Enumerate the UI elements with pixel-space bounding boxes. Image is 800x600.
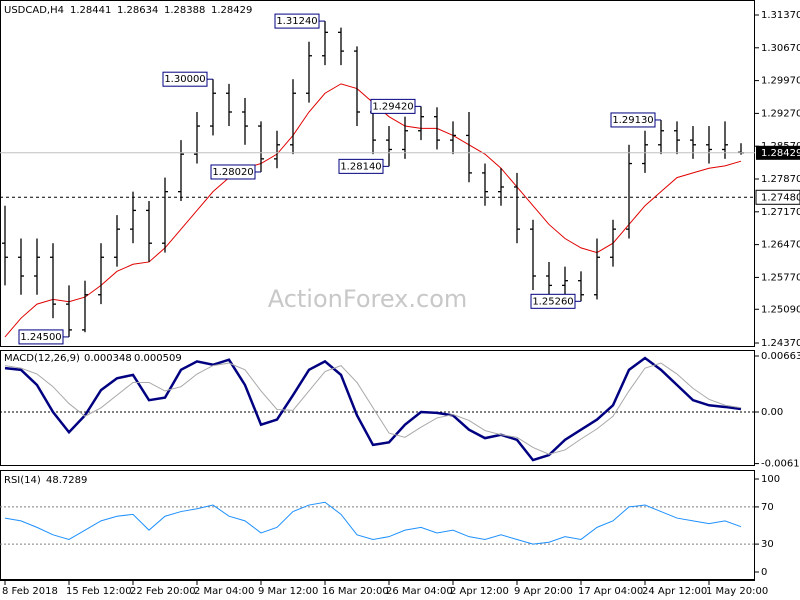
- x-tick-label: 15 Feb 12:00: [66, 586, 132, 597]
- x-tick-label: 16 Mar 20:00: [322, 586, 389, 597]
- annotation-label: 1.24500: [20, 332, 61, 343]
- annotation-box: [162, 71, 208, 87]
- annotation-box: [530, 293, 576, 309]
- level-label: 1.27480: [761, 192, 800, 203]
- y-tick-label: 1.25090: [761, 304, 800, 315]
- annotation-box: [274, 13, 320, 29]
- x-tick-label: 8 Feb 2018: [2, 586, 58, 597]
- header-value: 1.28388: [164, 5, 205, 16]
- annotation-label: 1.29130: [612, 115, 653, 126]
- y-tick-label: 1.30670: [761, 43, 800, 54]
- current-price-label: 1.28429: [761, 148, 800, 159]
- header-value: 1.28441: [70, 5, 111, 16]
- x-tick-label: 22 Feb 20:00: [130, 586, 196, 597]
- annotation-label: 1.30000: [164, 74, 205, 85]
- rsi-line: [4, 501, 742, 545]
- header-value: 48.7289: [46, 475, 87, 486]
- y-tick-label: 1.27170: [761, 207, 800, 218]
- y-tick-label: 70: [761, 502, 774, 513]
- annotation-label: 1.28020: [212, 167, 253, 178]
- y-tick-label: 1.25770: [761, 272, 800, 283]
- x-tick-label: 1 May 20:00: [706, 586, 768, 597]
- annotation-label: 1.31240: [276, 16, 317, 27]
- panel-title: RSI(14): [4, 475, 41, 486]
- y-tick-label: -0.006114: [761, 459, 800, 470]
- y-tick-label: 0.006639: [761, 351, 800, 362]
- panel-frame: [0, 470, 755, 580]
- annotation-box: [210, 164, 256, 180]
- annotation-box: [610, 112, 656, 128]
- y-tick-label: 1.24370: [761, 338, 800, 349]
- header-value: 0.000509: [134, 353, 182, 364]
- x-tick-label: 17 Apr 04:00: [578, 586, 643, 597]
- y-tick-label: 1.29970: [761, 76, 800, 87]
- panel-frame: [0, 350, 755, 466]
- signal-line: [4, 362, 742, 455]
- annotation-box: [370, 98, 416, 114]
- y-tick-label: 1.29270: [761, 108, 800, 119]
- watermark: ActionForex.com: [268, 285, 468, 313]
- y-tick-label: 1.27870: [761, 174, 800, 185]
- y-tick-label: 1.26470: [761, 240, 800, 251]
- x-tick-label: 26 Mar 04:00: [386, 586, 453, 597]
- level-box: [755, 189, 800, 205]
- panel-title: USDCAD,H4: [4, 5, 64, 16]
- x-tick-label: 9 Mar 12:00: [258, 586, 318, 597]
- y-tick-label: 1.31370: [761, 10, 800, 21]
- x-tick-label: 9 Apr 20:00: [514, 586, 573, 597]
- y-tick-label: 100: [761, 474, 780, 485]
- x-tick-label: 2 Apr 12:00: [450, 586, 509, 597]
- annotation-box: [338, 158, 384, 174]
- header-value: 1.28634: [117, 5, 158, 16]
- y-tick-label: 30: [761, 539, 774, 550]
- macd-line: [4, 356, 742, 462]
- panel-frame: [0, 0, 755, 347]
- y-tick-label: 0: [761, 567, 767, 578]
- header-value: 1.28429: [211, 5, 252, 16]
- current-price-box: [756, 145, 800, 160]
- annotation-box: [18, 329, 64, 345]
- x-tick-label: 24 Apr 12:00: [642, 586, 707, 597]
- header-value: 0.000348: [84, 353, 132, 364]
- panel-title: MACD(12,26,9): [4, 353, 80, 364]
- annotation-label: 1.29420: [372, 101, 413, 112]
- x-tick-label: 2 Mar 04:00: [194, 586, 254, 597]
- annotation-label: 1.25260: [532, 296, 573, 307]
- y-tick-label: 0.00: [761, 407, 783, 418]
- annotation-label: 1.28140: [340, 161, 381, 172]
